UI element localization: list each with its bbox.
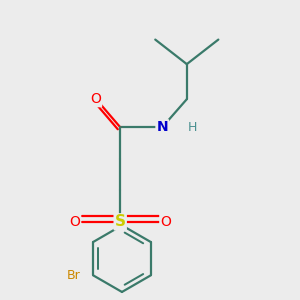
Text: O: O (69, 215, 80, 229)
Text: N: N (157, 120, 168, 134)
Text: H: H (188, 121, 197, 134)
Text: O: O (90, 92, 101, 106)
Text: O: O (160, 215, 171, 229)
Text: S: S (115, 214, 126, 230)
Text: Br: Br (67, 269, 81, 282)
